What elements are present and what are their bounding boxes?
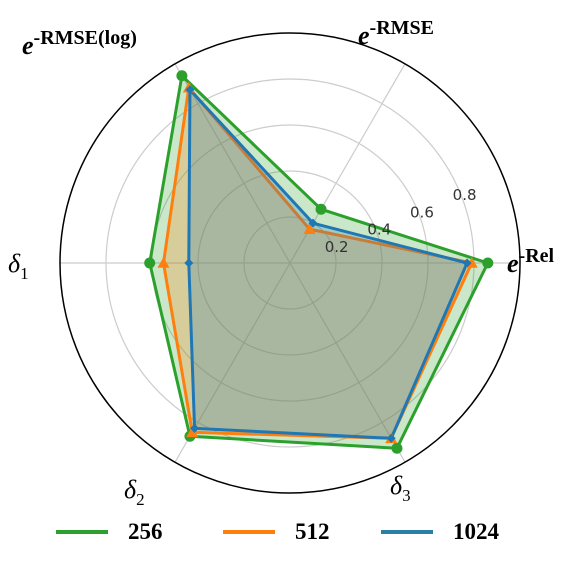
legend-item-256: 256: [56, 512, 163, 552]
legend-item-512: 512: [223, 512, 330, 552]
outer-circle: [59, 32, 521, 494]
radial-tick-0.4: 0.4: [367, 221, 391, 239]
point-1024-e_rmse_log: [185, 85, 195, 95]
point-512-delta2: [186, 426, 199, 438]
point-256-e_rmse: [315, 203, 327, 215]
point-1024-delta2: [190, 423, 200, 433]
legend: 256 512 1024: [0, 512, 581, 552]
axis-label-e_rmse: e-RMSE: [358, 17, 434, 50]
axis-label-e_rmse_log: e-RMSE(log): [22, 27, 137, 60]
radial-tick-0.6: 0.6: [410, 203, 434, 221]
point-1024-delta3: [386, 433, 396, 443]
legend-item-1024: 1024: [381, 512, 499, 552]
radar-chart: 0.2 0.4 0.6 0.8 e-Rel e-RMSE e-RMSE(log) δ1 δ2 δ3: [8, 17, 555, 509]
legend-swatch-512: [223, 530, 275, 534]
point-1024-e_rmse: [308, 218, 318, 228]
legend-label-512: 512: [295, 519, 330, 544]
point-256-e_rel: [482, 257, 494, 269]
point-256-delta3: [391, 442, 403, 454]
point-1024-e_rel: [462, 258, 472, 268]
axis-label-e_rel: e-Rel: [507, 245, 555, 278]
axis-label-delta1: δ1: [8, 249, 29, 283]
radial-tick-0.8: 0.8: [453, 186, 477, 204]
point-256-delta1: [144, 257, 156, 269]
legend-label-256: 256: [128, 519, 163, 544]
axis-label-delta3: δ3: [390, 471, 411, 505]
legend-swatch-256: [56, 530, 108, 534]
grid-spoke-5: [289, 262, 406, 463]
legend-swatch-1024: [381, 530, 433, 534]
axis-label-delta2: δ2: [124, 475, 145, 509]
grid-spoke-2: [174, 63, 291, 264]
point-256-e_rmse_log: [176, 70, 188, 82]
radial-tick-0.2: 0.2: [325, 238, 349, 256]
point-1024-delta1: [184, 258, 194, 268]
legend-label-1024: 1024: [453, 519, 499, 544]
point-512-e_rmse: [303, 223, 316, 234]
point-512-delta1: [157, 257, 170, 268]
